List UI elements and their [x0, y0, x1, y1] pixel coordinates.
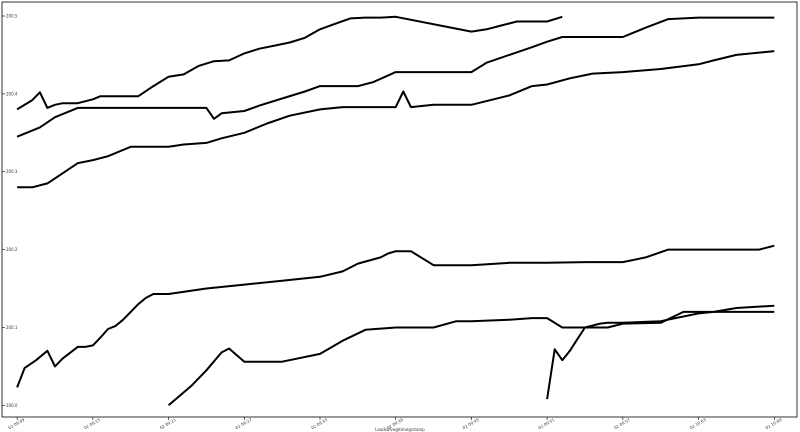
y-tick-label-4: 200.4 — [6, 91, 18, 96]
x-tick-label-3: 02 09:27 — [235, 417, 253, 431]
series-line-1 — [16, 15, 563, 111]
y-tick-label-5: 200.5 — [6, 14, 18, 19]
x-tick-label-0: 02 09:09 — [7, 417, 25, 431]
plot-frame — [1, 1, 798, 418]
series-line-2 — [16, 16, 775, 138]
x-tick-label-6: 02 09:45 — [462, 417, 480, 431]
x-tick-label-4: 02 09:33 — [310, 417, 328, 431]
series-line-4 — [16, 244, 775, 388]
x-tick-label-1: 02 09:15 — [83, 417, 101, 431]
y-tick-layer: 200.0 200.1 200.2 200.3 200.4 200.5 — [2, 14, 18, 408]
series-line-5 — [167, 310, 775, 407]
x-tick-label-7: 02 09:51 — [537, 417, 555, 431]
x-tick-label-8: 02 09:57 — [613, 417, 631, 431]
series-layer — [16, 15, 775, 407]
x-axis-label: Leadsolve@time@stamp — [375, 427, 425, 432]
series-line-3 — [17, 50, 775, 189]
y-tick-label-1: 200.1 — [6, 325, 18, 330]
x-tick-label-2: 02 09:21 — [159, 417, 177, 431]
y-tick-label-2: 200.2 — [6, 247, 18, 252]
y-tick-label-0: 200.0 — [6, 403, 18, 408]
y-tick-label-3: 200.3 — [6, 169, 18, 174]
x-tick-label-9: 02 10:03 — [689, 417, 707, 431]
x-tick-label-10: 02 10:09 — [765, 417, 783, 431]
series-line-6 — [546, 304, 775, 400]
